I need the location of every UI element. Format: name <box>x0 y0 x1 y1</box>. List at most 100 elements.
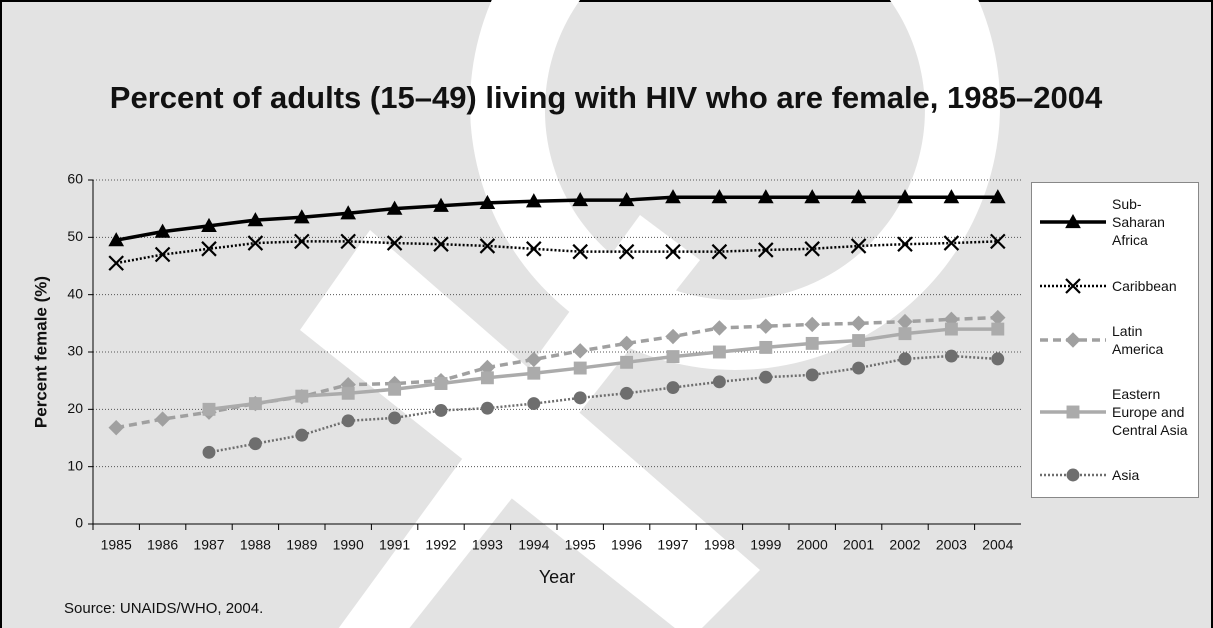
marker <box>620 386 634 400</box>
marker <box>340 233 356 250</box>
marker <box>665 328 681 345</box>
marker <box>154 411 171 427</box>
legend-swatch <box>1040 277 1106 294</box>
marker <box>991 322 1005 336</box>
marker <box>527 366 541 380</box>
marker <box>805 368 819 382</box>
x-tick-label: 1993 <box>472 537 503 553</box>
legend: Sub-Saharan Africa Caribbean Latin America… <box>1031 182 1199 498</box>
x-tick-label: 1994 <box>518 537 549 553</box>
y-tick-label: 20 <box>67 400 83 416</box>
x-tick-label: 1991 <box>379 537 410 553</box>
marker <box>201 241 217 257</box>
marker <box>850 315 867 332</box>
marker <box>943 235 960 251</box>
marker <box>434 404 448 417</box>
x-tick-label: 2004 <box>982 537 1013 553</box>
marker <box>665 189 681 204</box>
x-tick-label: 1989 <box>286 537 317 553</box>
marker <box>340 205 357 220</box>
marker <box>665 243 681 260</box>
marker <box>154 223 171 238</box>
marker <box>572 192 589 207</box>
marker <box>526 351 542 368</box>
marker <box>247 235 264 251</box>
marker <box>758 242 774 258</box>
marker <box>804 189 821 204</box>
y-tick-label: 50 <box>67 228 83 244</box>
marker <box>618 335 635 352</box>
marker <box>525 193 542 208</box>
marker <box>804 241 820 257</box>
marker <box>757 189 774 204</box>
legend-entry: Eastern Europe and Central Asia <box>1038 385 1192 439</box>
marker <box>898 327 912 341</box>
source-note: Source: UNAIDS/WHO, 2004. <box>64 600 263 617</box>
marker <box>202 402 216 416</box>
marker <box>944 322 958 336</box>
x-tick-label: 1990 <box>333 537 364 553</box>
marker <box>897 189 913 204</box>
x-tick-label: 2000 <box>797 537 828 553</box>
marker <box>295 428 309 442</box>
marker <box>108 255 124 271</box>
marker <box>712 345 726 359</box>
x-tick-label: 1997 <box>657 537 688 553</box>
marker <box>108 419 124 436</box>
marker <box>341 414 355 428</box>
marker <box>386 235 403 251</box>
series-line <box>208 327 998 412</box>
legend-marker <box>1065 213 1081 229</box>
marker <box>388 411 402 425</box>
y-tick-label: 10 <box>67 457 83 473</box>
marker <box>852 334 866 347</box>
marker <box>247 212 264 227</box>
marker <box>990 233 1006 250</box>
legend-entry: Asia <box>1038 465 1192 485</box>
legend-swatch <box>1040 468 1106 482</box>
x-tick-label: 1998 <box>704 537 735 553</box>
marker <box>711 189 728 204</box>
chart-title: Percent of adults (15–49) living with HI… <box>110 80 1103 115</box>
marker <box>943 189 960 204</box>
x-tick-label: 1987 <box>193 537 224 553</box>
marker <box>527 397 541 411</box>
watermark <box>300 0 1001 628</box>
legend-swatch <box>1040 332 1106 348</box>
x-tick-label: 1992 <box>425 537 456 553</box>
marker <box>758 318 774 334</box>
legend-marker <box>1066 405 1080 418</box>
x-tick-label: 1988 <box>240 537 271 553</box>
marker <box>712 375 726 389</box>
marker <box>805 336 819 350</box>
x-tick-label: 1985 <box>101 537 132 553</box>
marker <box>480 371 494 385</box>
y-tick-label: 40 <box>67 285 83 301</box>
marker <box>618 243 635 260</box>
legend-entry: Sub-Saharan Africa <box>1038 195 1192 249</box>
marker <box>759 340 773 354</box>
marker <box>479 238 496 254</box>
marker <box>850 189 867 204</box>
legend-label: Sub-Saharan Africa <box>1112 196 1165 248</box>
marker <box>201 217 217 232</box>
marker <box>711 320 728 336</box>
legend-label: Eastern Europe and Central Asia <box>1112 385 1188 438</box>
marker <box>850 238 867 254</box>
marker <box>433 197 449 212</box>
marker <box>804 316 820 333</box>
x-tick-label: 1995 <box>565 537 596 553</box>
marker <box>293 209 310 224</box>
x-axis-label: Year <box>539 567 575 587</box>
marker <box>480 401 494 415</box>
marker <box>759 370 773 384</box>
x-tick-label: 2002 <box>889 537 920 553</box>
legend-label: Caribbean <box>1112 277 1177 294</box>
x-tick-label: 1999 <box>750 537 781 553</box>
x-tick-label: 2003 <box>936 537 967 553</box>
marker <box>388 382 402 396</box>
legend-label: Latin America <box>1112 323 1164 357</box>
marker <box>434 377 448 390</box>
